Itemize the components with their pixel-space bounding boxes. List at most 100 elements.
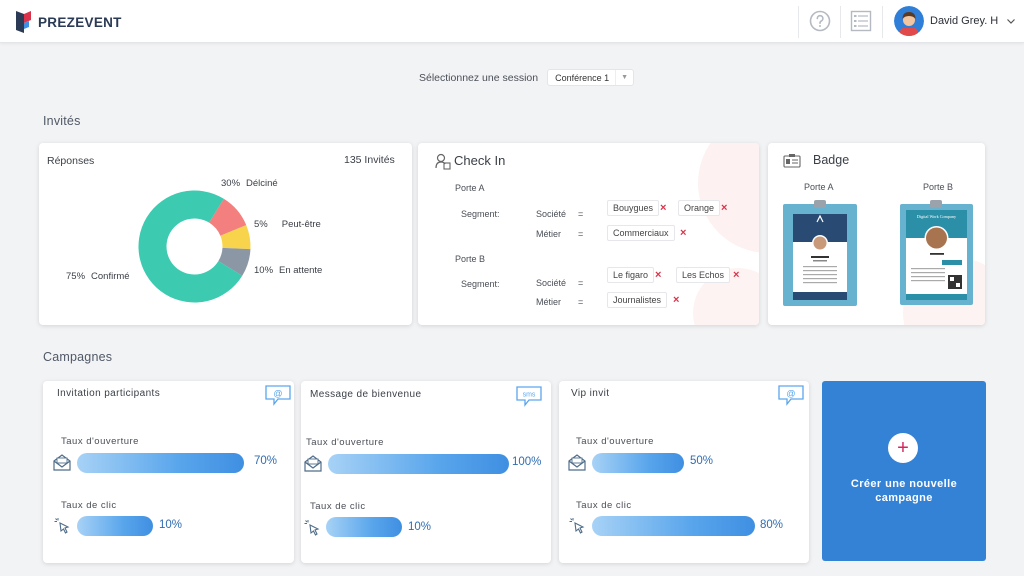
cursor-click-icon	[304, 520, 320, 536]
operator: =	[578, 297, 584, 307]
top-bar: PREZEVENT David Grey. H	[0, 0, 1024, 43]
responses-card: Réponses 135 Invités 75% Confirmé 30% Délc…	[39, 143, 412, 325]
open-rate-value: 100%	[512, 456, 542, 468]
user-name: David Grey. H	[930, 15, 999, 27]
segment-tag: Le figaro	[607, 267, 655, 283]
field-label: Société	[536, 278, 567, 288]
open-envelope-icon	[53, 454, 71, 471]
open-envelope-icon	[304, 455, 322, 472]
field-label: Société	[536, 209, 567, 219]
donut-slice-en-attente	[218, 247, 251, 276]
campaign-title: Vip invit	[571, 388, 610, 399]
click-rate-value: 10%	[159, 519, 183, 531]
badge-card: Badge Porte A Porte B Digital Work Compa…	[768, 143, 985, 325]
click-rate-value: 80%	[760, 519, 784, 531]
open-rate-bar	[592, 453, 684, 473]
open-rate-label: Taux d'ouverture	[576, 436, 654, 447]
session-dropdown[interactable]: Conférence 1 ▼	[547, 69, 635, 86]
section-title-guests: Invités	[43, 114, 81, 128]
email-badge-icon: @	[778, 385, 804, 406]
cursor-click-icon	[569, 518, 585, 534]
create-campaign-label: Créer une nouvelle campagne	[850, 478, 958, 504]
segment-label: Segment:	[461, 279, 500, 289]
badge-company-name: Digital Work Company	[917, 214, 957, 219]
open-envelope-icon	[568, 454, 586, 471]
click-rate-bar	[326, 517, 402, 537]
user-check-icon	[435, 153, 451, 170]
segment-tag: Orange	[678, 200, 721, 216]
plus-icon: +	[888, 433, 918, 463]
remove-tag-icon[interactable]: ×	[721, 202, 728, 214]
legend-declined: 30% Délciné	[221, 178, 278, 189]
badge-preview-door-b[interactable]: Digital Work Company	[900, 200, 973, 305]
open-rate-bar	[328, 454, 509, 474]
session-label: Sélectionnez une session	[419, 71, 539, 84]
legend-maybe: 5% Peut-être	[254, 219, 321, 230]
operator: =	[578, 209, 584, 219]
door-a-label: Porte A	[804, 182, 834, 192]
card-title: Check In	[454, 153, 506, 168]
sms-badge-icon: sms	[516, 386, 542, 407]
svg-text:sms: sms	[523, 392, 536, 399]
open-rate-value: 50%	[690, 455, 714, 467]
campaign-card[interactable]: Message de bienvenue sms Taux d'ouvertur…	[301, 381, 551, 563]
open-rate-label: Taux d'ouverture	[61, 436, 139, 447]
chevron-down-icon: ▼	[615, 70, 633, 85]
open-rate-value: 70%	[254, 455, 278, 467]
svg-text:@: @	[273, 389, 282, 399]
segment-tag: Journalistes	[607, 292, 668, 308]
door-b-label: Porte B	[455, 254, 486, 264]
segment-tag: Commerciaux	[607, 225, 675, 241]
email-badge-icon: @	[265, 385, 291, 406]
help-icon[interactable]	[808, 9, 832, 33]
card-title: Réponses	[47, 155, 95, 167]
click-rate-bar	[77, 516, 153, 536]
remove-tag-icon[interactable]: ×	[680, 227, 687, 239]
responses-donut-chart	[138, 190, 251, 303]
door-b-label: Porte B	[923, 182, 954, 192]
campaign-card[interactable]: Vip invit @ Taux d'ouverture 50% Taux de…	[559, 381, 809, 563]
section-title-campaigns: Campagnes	[43, 350, 113, 364]
legend-confirmed: 75% Confirmé	[66, 271, 130, 282]
operator: =	[578, 278, 584, 288]
logo[interactable]: PREZEVENT	[16, 11, 122, 33]
remove-tag-icon[interactable]: ×	[660, 202, 667, 214]
campaign-title: Invitation participants	[57, 388, 161, 399]
operator: =	[578, 229, 584, 239]
segment-label: Segment:	[461, 209, 500, 219]
remove-tag-icon[interactable]: ×	[673, 294, 680, 306]
click-rate-label: Taux de clic	[310, 501, 366, 512]
remove-tag-icon[interactable]: ×	[655, 269, 662, 281]
badge-icon	[783, 154, 801, 168]
donut-slice-d-lcin-	[209, 198, 247, 236]
guest-count: 135 Invités	[344, 154, 395, 166]
legend-pending: 10% En attente	[254, 265, 323, 276]
open-rate-label: Taux d'ouverture	[306, 437, 384, 448]
avatar	[894, 6, 924, 36]
door-a-label: Porte A	[455, 183, 485, 193]
session-selected-value: Conférence 1	[555, 72, 610, 83]
svg-text:@: @	[786, 389, 795, 399]
remove-tag-icon[interactable]: ×	[733, 269, 740, 281]
field-label: Métier	[536, 297, 562, 307]
user-menu[interactable]: David Grey. H	[894, 6, 1016, 36]
segment-tag: Bouygues	[607, 200, 660, 216]
click-rate-label: Taux de clic	[576, 500, 632, 511]
badge-preview-door-a[interactable]	[783, 200, 857, 306]
logo-icon	[16, 11, 31, 33]
divider	[840, 6, 841, 38]
brand-name: PREZEVENT	[38, 14, 122, 30]
field-label: Métier	[536, 229, 562, 239]
donut-slice-confirm-	[138, 190, 243, 303]
create-campaign-button[interactable]: + Créer une nouvelle campagne	[822, 381, 986, 561]
chevron-down-icon[interactable]	[1006, 16, 1016, 26]
campaign-title: Message de bienvenue	[310, 389, 422, 400]
checkin-card: Check In Porte A Segment: Société = Bouy…	[418, 143, 759, 325]
checklist-icon[interactable]	[849, 9, 873, 33]
campaign-card[interactable]: Invitation participants @ Taux d'ouvertu…	[43, 381, 294, 563]
donut-slice-peut-tre	[220, 225, 251, 250]
session-selector: Sélectionnez une session Conférence 1 ▼	[419, 69, 635, 86]
open-rate-bar	[77, 453, 244, 473]
click-rate-label: Taux de clic	[61, 500, 117, 511]
divider	[798, 6, 799, 38]
